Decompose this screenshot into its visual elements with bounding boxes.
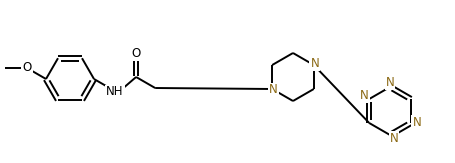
Text: N: N (359, 89, 368, 103)
Text: O: O (131, 47, 141, 60)
Text: NH: NH (106, 86, 123, 98)
Text: N: N (411, 116, 420, 128)
Text: N: N (389, 132, 398, 145)
Text: N: N (310, 58, 318, 71)
Text: N: N (385, 76, 394, 89)
Text: O: O (22, 61, 31, 74)
Text: N: N (268, 83, 277, 96)
